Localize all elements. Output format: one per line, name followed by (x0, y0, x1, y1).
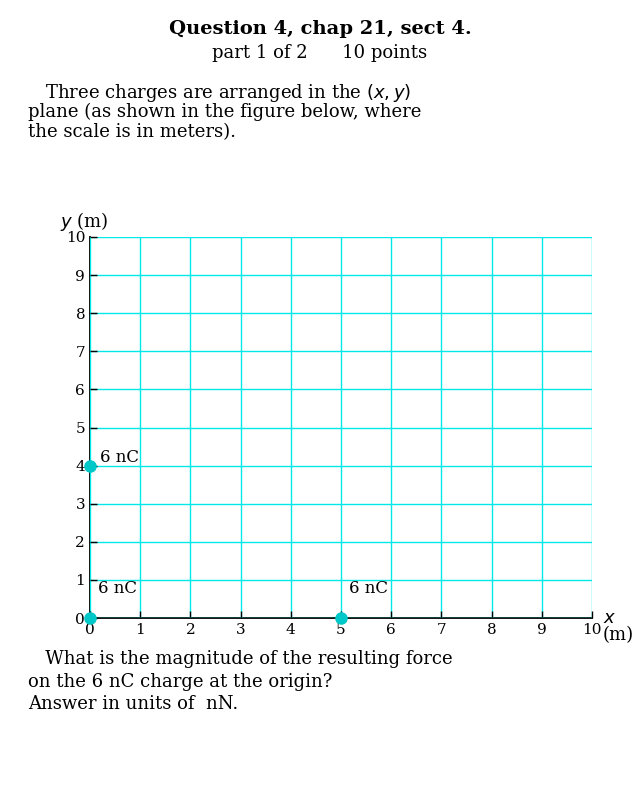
Text: part 1 of 2      10 points: part 1 of 2 10 points (212, 44, 428, 62)
Text: (m): (m) (603, 626, 634, 644)
Text: Three charges are arranged in the $(x, y)$: Three charges are arranged in the $(x, y… (28, 82, 412, 104)
Text: Question 4, chap 21, sect 4.: Question 4, chap 21, sect 4. (168, 20, 472, 38)
Text: 6 nC: 6 nC (100, 448, 139, 466)
Text: Answer in units of  nN.: Answer in units of nN. (28, 695, 238, 713)
Text: $x$: $x$ (603, 609, 616, 627)
Text: 6 nC: 6 nC (349, 580, 388, 597)
Text: plane (as shown in the figure below, where: plane (as shown in the figure below, whe… (28, 103, 421, 121)
Text: $y$ (m): $y$ (m) (60, 210, 109, 233)
Text: 6 nC: 6 nC (97, 580, 136, 597)
Text: on the 6 nC charge at the origin?: on the 6 nC charge at the origin? (28, 673, 332, 691)
Text: the scale is in meters).: the scale is in meters). (28, 123, 236, 141)
Text: What is the magnitude of the resulting force: What is the magnitude of the resulting f… (28, 650, 452, 668)
